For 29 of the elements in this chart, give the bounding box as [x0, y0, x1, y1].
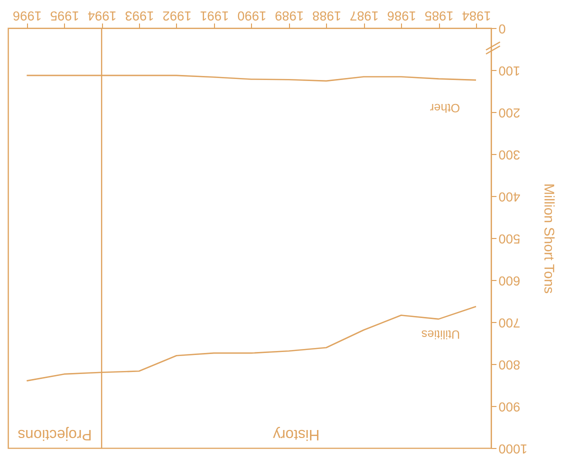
- y-axis-title: Million Short Tons: [541, 183, 558, 294]
- y-tick-label: 900: [498, 400, 520, 414]
- annotation: Projections: [18, 426, 92, 443]
- x-tick-label: 1988: [312, 8, 342, 24]
- x-tick-label: 1991: [200, 8, 229, 24]
- series-label: Other: [430, 101, 460, 116]
- series-label: Utilities: [421, 327, 460, 342]
- x-tick-label: 1990: [237, 8, 266, 24]
- y-tick-label: 700: [498, 316, 520, 330]
- y-tick-label: 1000: [498, 442, 528, 456]
- y-tick-label: 800: [498, 358, 520, 372]
- x-tick-label: 1986: [387, 8, 416, 24]
- x-tick-label: 1996: [12, 8, 42, 24]
- annotation: History: [272, 426, 320, 443]
- y-tick-label: 400: [498, 190, 520, 204]
- x-tick-label: 1989: [274, 8, 304, 24]
- x-tick-label: 1987: [350, 8, 379, 24]
- x-tick-label: 1995: [50, 8, 80, 24]
- y-tick-label: 300: [498, 148, 520, 162]
- y-tick-label: 100: [498, 64, 520, 78]
- x-tick-label: 1994: [88, 8, 117, 24]
- x-tick-label: 1992: [162, 8, 192, 24]
- y-tick-label: 500: [498, 232, 520, 246]
- y-tick-label: 600: [498, 274, 520, 288]
- y-tick-label: 200: [498, 106, 520, 120]
- x-tick-label: 1985: [424, 8, 454, 24]
- y-tick-label: 0: [498, 22, 506, 36]
- x-tick-label: 1984: [462, 8, 491, 24]
- x-tick-label: 1993: [125, 8, 154, 24]
